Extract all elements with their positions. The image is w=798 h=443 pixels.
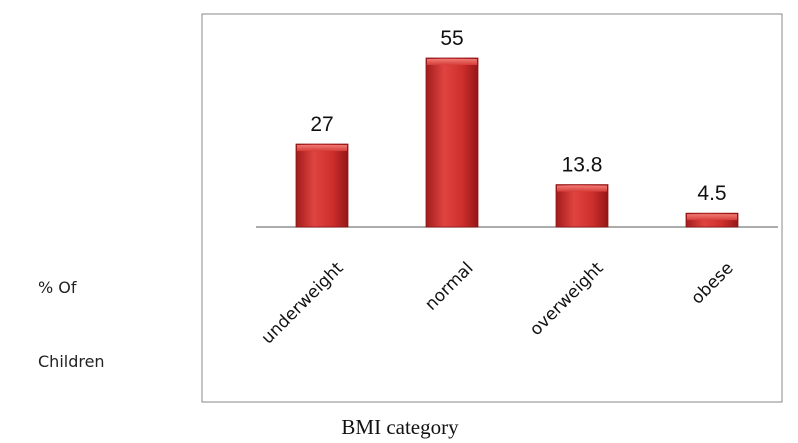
y-axis-label-line-1: % Of — [38, 278, 77, 297]
bar-overweight — [555, 184, 609, 228]
bar-bevel — [557, 185, 607, 192]
bar-bevel — [427, 59, 477, 65]
value-labels-group: 27 55 13.8 4.5 — [310, 27, 726, 205]
bar-body — [555, 184, 609, 228]
x-axis-label: BMI category — [341, 415, 459, 439]
plot-area-frame — [201, 13, 783, 403]
bar-normal — [425, 57, 479, 228]
bar-underweight — [295, 143, 349, 228]
bar-body — [425, 57, 479, 228]
value-label-normal: 55 — [440, 27, 463, 50]
bar-body — [295, 143, 349, 228]
bars-group — [295, 57, 739, 228]
bar-obese — [685, 212, 739, 228]
value-label-overweight: 13.8 — [562, 154, 603, 177]
bar-bevel — [687, 214, 737, 221]
bar-bevel — [297, 145, 347, 152]
value-label-underweight: 27 — [310, 113, 333, 136]
value-label-obese: 4.5 — [697, 182, 726, 205]
y-axis-label-line-2: Children — [38, 352, 105, 371]
